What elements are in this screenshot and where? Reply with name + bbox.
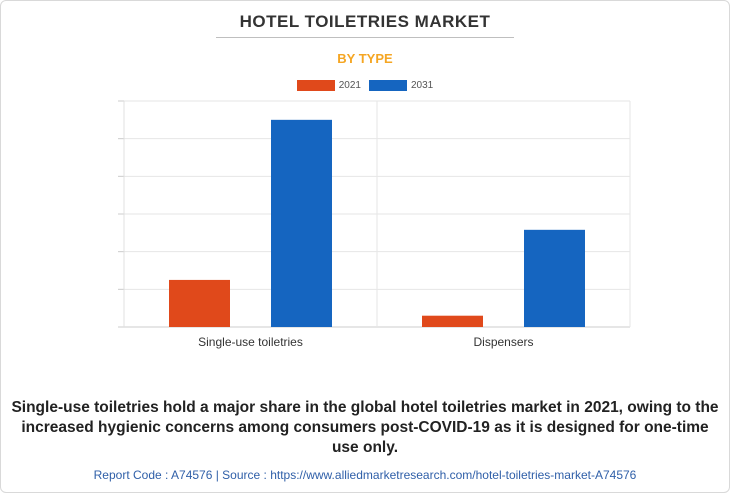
source-footer: Report Code : A74576 | Source : https://… [93, 468, 637, 482]
legend-label-2031: 2031 [411, 80, 434, 91]
bar-chart: Single-use toiletries Dispensers [118, 100, 631, 349]
chart-title: HOTEL TOILETRIES MARKET [239, 12, 491, 31]
x-tick-label: Dispensers [473, 335, 533, 349]
bar-2031-single-use-toiletries [271, 119, 332, 327]
x-tick-label: Single-use toiletries [198, 335, 303, 349]
legend-swatch-2021 [296, 80, 335, 91]
bar-2031-dispensers [524, 229, 585, 327]
legend-label-2021: 2021 [338, 80, 361, 91]
legend-item-2031: 2031 [369, 80, 433, 91]
bar-2021-single-use-toiletries [169, 279, 230, 327]
bar-2021-dispensers [422, 315, 483, 327]
legend-item-2021: 2021 [296, 80, 361, 91]
chart-subtitle: BY TYPE [337, 51, 393, 66]
title-divider [216, 37, 514, 38]
legend-swatch-2031 [369, 80, 407, 91]
legend: 2021 2031 [0, 80, 730, 91]
chart-caption: Single-use toiletries hold a major share… [11, 399, 719, 456]
